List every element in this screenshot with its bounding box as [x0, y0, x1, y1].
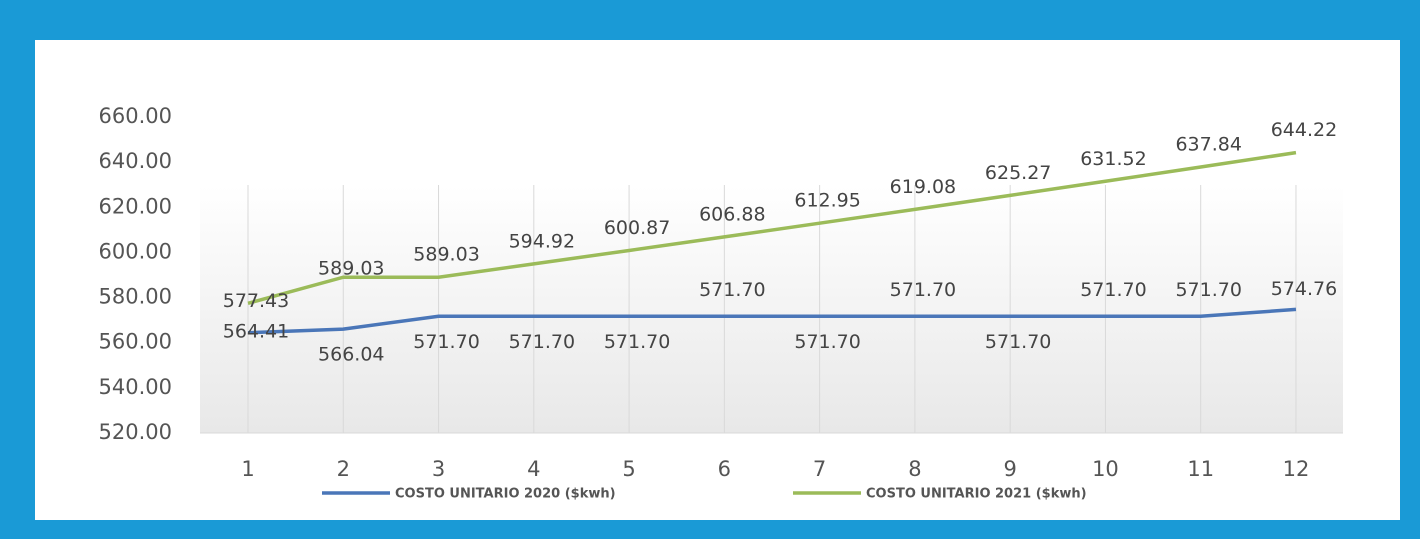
- data-label: 571.70: [699, 279, 765, 301]
- data-label: 625.27: [985, 162, 1051, 184]
- x-tick-label: 1: [241, 457, 254, 481]
- data-label: 566.04: [318, 344, 384, 366]
- plot-background: [200, 185, 1343, 433]
- x-tick-label: 9: [1003, 457, 1016, 481]
- data-label: 589.03: [318, 258, 384, 280]
- series-line: [247, 307, 1297, 335]
- data-label: 577.43: [223, 290, 289, 312]
- data-label: 571.70: [794, 331, 860, 353]
- data-label: 571.70: [1175, 279, 1241, 301]
- x-tick-label: 8: [908, 457, 921, 481]
- data-label: 594.92: [509, 230, 575, 252]
- y-tick-label: 580.00: [99, 285, 172, 309]
- legend-label: COSTO UNITARIO 2021 ($kwh): [866, 487, 1087, 502]
- x-tick-label: 5: [622, 457, 635, 481]
- x-tick-label: 10: [1092, 457, 1119, 481]
- data-label: 571.70: [985, 331, 1051, 353]
- x-tick-label: 12: [1283, 457, 1310, 481]
- data-label: 571.70: [604, 331, 670, 353]
- data-label: 589.03: [413, 244, 479, 266]
- data-label: 637.84: [1175, 134, 1241, 156]
- data-label: 612.95: [794, 190, 860, 212]
- x-tick-label: 2: [337, 457, 350, 481]
- data-label: 571.70: [1080, 279, 1146, 301]
- x-tick-label: 11: [1187, 457, 1214, 481]
- x-tick-label: 3: [432, 457, 445, 481]
- data-label: 600.87: [604, 217, 670, 239]
- data-label: 631.52: [1080, 148, 1146, 170]
- y-tick-label: 620.00: [99, 194, 172, 218]
- data-label: 571.70: [413, 331, 479, 353]
- data-label: 571.70: [890, 279, 956, 301]
- data-label: 571.70: [509, 331, 575, 353]
- data-label: 644.22: [1271, 119, 1337, 141]
- data-label: 564.41: [223, 320, 289, 342]
- y-tick-label: 560.00: [99, 330, 172, 354]
- data-label: 606.88: [699, 203, 765, 225]
- y-tick-label: 520.00: [99, 420, 172, 444]
- x-tick-label: 6: [718, 457, 731, 481]
- x-tick-label: 7: [813, 457, 826, 481]
- y-tick-label: 540.00: [99, 375, 172, 399]
- x-tick-label: 4: [527, 457, 540, 481]
- y-tick-label: 640.00: [99, 149, 172, 173]
- data-label: 619.08: [890, 176, 956, 198]
- data-label: 574.76: [1271, 278, 1337, 300]
- series-line: [247, 150, 1297, 306]
- y-tick-label: 600.00: [99, 239, 172, 263]
- legend-label: COSTO UNITARIO 2020 ($kwh): [395, 487, 616, 502]
- y-tick-label: 660.00: [99, 104, 172, 128]
